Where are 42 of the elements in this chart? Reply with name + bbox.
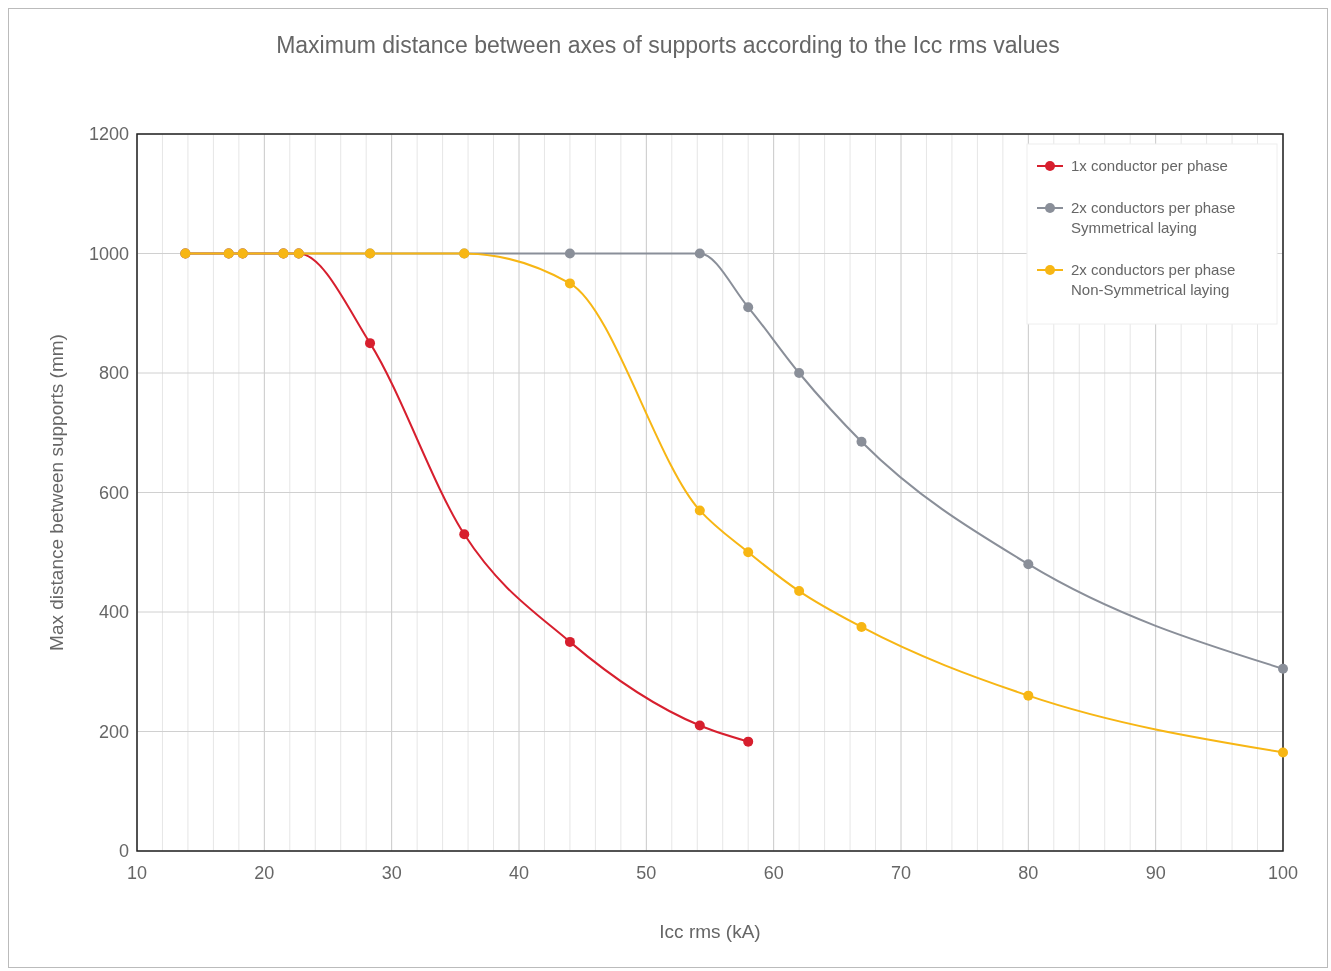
point bbox=[365, 338, 376, 349]
x-tick-label: 100 bbox=[1267, 863, 1299, 883]
x-tick-label: 90 bbox=[1145, 863, 1166, 883]
point bbox=[794, 368, 805, 378]
y-tick-label: 800 bbox=[98, 363, 129, 383]
point bbox=[1023, 559, 1034, 570]
y-axis-title: Max distance between supports (mm) bbox=[46, 334, 67, 651]
point bbox=[564, 636, 575, 647]
x-tick-label: 50 bbox=[636, 863, 657, 883]
point bbox=[743, 736, 754, 747]
x-tick-label: 40 bbox=[508, 863, 530, 883]
y-tick-label: 0 bbox=[118, 841, 129, 861]
point bbox=[459, 529, 470, 540]
x-tick-label: 20 bbox=[254, 863, 275, 883]
y-tick-label: 1000 bbox=[88, 243, 129, 264]
y-tick-label: 1200 bbox=[88, 124, 129, 144]
point bbox=[794, 586, 805, 597]
point bbox=[1023, 690, 1034, 701]
point bbox=[743, 547, 754, 558]
point bbox=[694, 248, 705, 259]
point bbox=[856, 436, 867, 447]
point bbox=[564, 248, 575, 259]
y-tick-label: 600 bbox=[98, 482, 129, 503]
chart-title: Maximum distance between axes of supports according to the Icc rms values bbox=[276, 32, 1060, 58]
point bbox=[856, 621, 867, 632]
x-tick-label: 80 bbox=[1018, 863, 1039, 883]
x-tick-label: 30 bbox=[381, 863, 402, 883]
point bbox=[1278, 663, 1288, 674]
legend-label: 1x conductor per phase bbox=[1071, 157, 1228, 174]
point bbox=[743, 302, 754, 313]
y-tick-label: 200 bbox=[98, 721, 129, 742]
point bbox=[694, 720, 705, 731]
point bbox=[564, 278, 575, 289]
legend-label: 2x conductors per phase Symmetrical laying bbox=[1071, 199, 1236, 236]
x-tick-label: 10 bbox=[126, 863, 148, 883]
x-axis-title: Icc rms (kA) bbox=[659, 921, 761, 942]
point bbox=[1278, 747, 1288, 758]
x-tick-label: 60 bbox=[763, 863, 784, 883]
y-tick-label: 400 bbox=[98, 602, 129, 622]
legend-label: 2x conductors per phase Non-Symmetrical laying bbox=[1071, 261, 1236, 298]
x-tick-label: 70 bbox=[890, 863, 912, 883]
point bbox=[694, 505, 705, 516]
